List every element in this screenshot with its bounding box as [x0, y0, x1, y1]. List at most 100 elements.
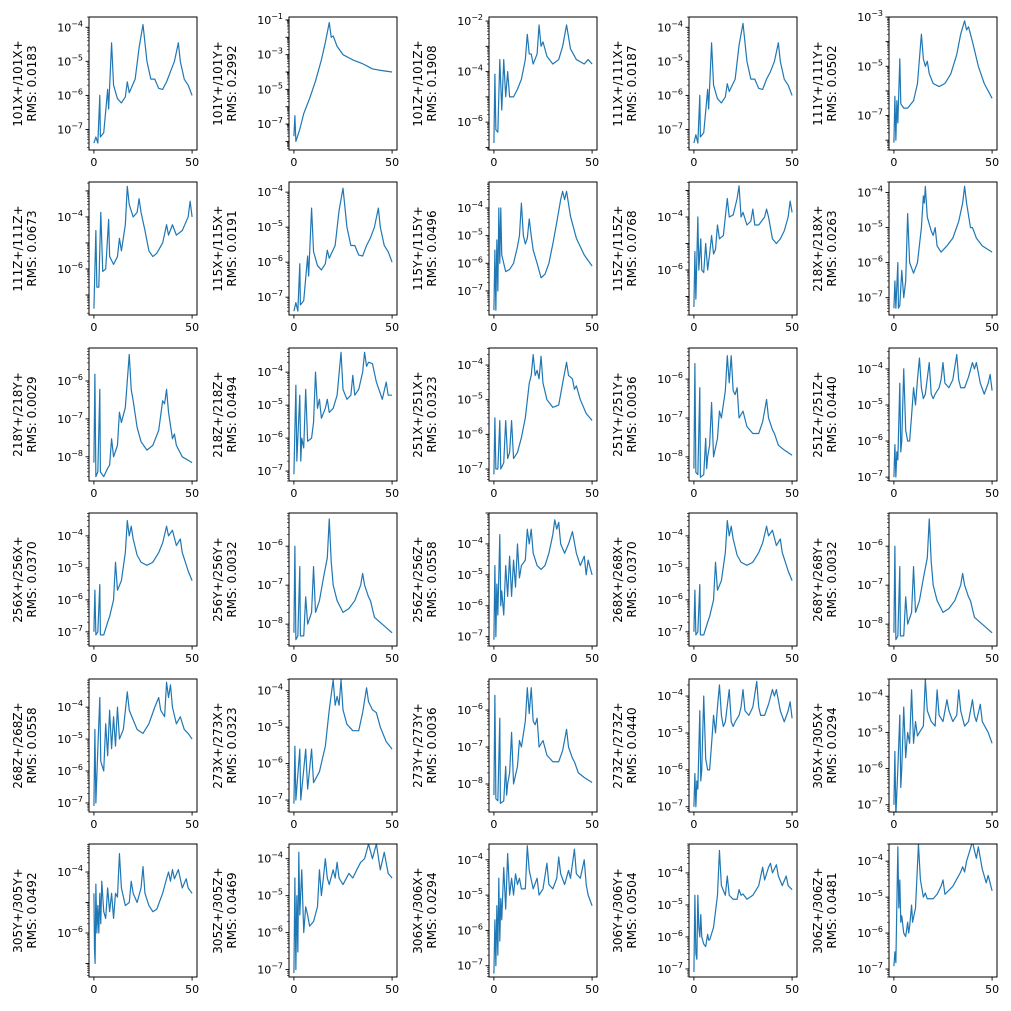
- series-line: [693, 355, 793, 478]
- x-tick-label: 0: [90, 487, 97, 500]
- y-tick-label: 10−5: [857, 58, 883, 73]
- rms-label: RMS: 0.0558: [25, 707, 39, 783]
- y-tick-label: 10−4: [657, 528, 683, 543]
- y-tick-label: 10−7: [657, 410, 683, 425]
- x-tick-label: 0: [890, 487, 897, 500]
- x-tick-label: 50: [585, 652, 599, 665]
- y-tick-label: 10−8: [457, 776, 483, 791]
- rms-label: RMS: 0.0673: [25, 210, 39, 286]
- x-tick-label: 0: [690, 652, 697, 665]
- y-tick-label: 10−6: [257, 254, 283, 269]
- x-tick-label: 0: [290, 983, 297, 996]
- y-tick-label: 10−7: [57, 795, 83, 810]
- x-tick-label: 0: [690, 487, 697, 500]
- x-tick-label: 50: [385, 652, 399, 665]
- y-tick-label: 10−7: [257, 962, 283, 977]
- rms-label: RMS: 0.0370: [625, 541, 639, 617]
- subplot: 10−4 10−6 0 50 305Y+/305Y+ RMS: 0.0492: [11, 843, 199, 996]
- x-tick-label: 50: [985, 156, 999, 169]
- rms-label: RMS: 0.2992: [225, 45, 239, 121]
- y-tick-label: 10−6: [657, 371, 683, 386]
- y-tick-label: 10−7: [457, 739, 483, 754]
- subplot: 10−3 10−5 10−7 0 50 111Y+/111Y+ RMS: 0.0502: [811, 9, 999, 169]
- x-tick-label: 50: [785, 818, 799, 831]
- series-line: [93, 23, 193, 144]
- axes-frame: [888, 678, 998, 813]
- y-tick-label: 10−6: [457, 598, 483, 613]
- y-tick-label: 10−5: [257, 219, 283, 234]
- y-axis-label: 251Z+/251Z+: [811, 371, 825, 457]
- subplot: 10−4 10−5 10−6 10−7 0 50 306Y+/306Y+ RMS: 0.050…: [611, 843, 799, 996]
- subplot: 10−4 10−5 10−6 10−7 0 50 251Z+/251Z+ RMS: 0.044…: [811, 347, 999, 500]
- y-axis-label: 115Z+/115Z+: [611, 205, 625, 291]
- y-axis-label: 101Y+/101Y+: [211, 41, 225, 126]
- axes-frame: [488, 181, 598, 316]
- x-tick-label: 50: [585, 818, 599, 831]
- y-tick-label: 10−4: [857, 688, 883, 703]
- x-tick-label: 0: [490, 487, 497, 500]
- y-tick-label: 10−5: [57, 731, 83, 746]
- x-tick-label: 0: [290, 156, 297, 169]
- x-tick-label: 0: [490, 321, 497, 334]
- series-line: [893, 518, 993, 641]
- y-axis-label: 218Y+/218Y+: [11, 372, 25, 457]
- subplot: 10−6 10−7 10−8 0 50 273Y+/273Y+ RMS: 0.0036: [411, 678, 599, 831]
- rms-label: RMS: 0.0323: [425, 376, 439, 452]
- y-tick-label: 10−5: [57, 560, 83, 575]
- y-tick-label: 10−7: [657, 799, 683, 814]
- y-tick-label: 10−7: [57, 624, 83, 639]
- y-tick-label: 10−5: [857, 889, 883, 904]
- axes-frame: [488, 347, 598, 482]
- x-tick-label: 50: [185, 818, 199, 831]
- rms-label: RMS: 0.0502: [825, 45, 839, 121]
- y-tick-label: 10−6: [257, 925, 283, 940]
- y-tick-label: 10−4: [257, 364, 283, 379]
- series-line: [493, 687, 593, 804]
- subplot: 10−4 10−5 10−6 10−7 0 50 111X+/111X+ RMS: 0.018…: [611, 16, 799, 169]
- series-line: [893, 20, 993, 143]
- series-line: [93, 681, 193, 807]
- y-tick-label: 10−7: [657, 961, 683, 976]
- axes-frame: [888, 181, 998, 316]
- subplot: 10−4 10−5 10−6 10−7 0 50 256X+/256X+ RMS: 0.037…: [11, 512, 199, 665]
- y-tick-label: 10−6: [57, 925, 83, 940]
- x-tick-label: 0: [890, 652, 897, 665]
- y-tick-label: 10−6: [657, 262, 683, 277]
- y-tick-label: 10−6: [857, 255, 883, 270]
- x-tick-label: 50: [785, 983, 799, 996]
- y-tick-label: 10−4: [457, 200, 483, 215]
- y-tick-label: 10−7: [857, 290, 883, 305]
- x-tick-label: 0: [690, 321, 697, 334]
- y-tick-label: 10−6: [257, 756, 283, 771]
- series-line: [293, 22, 393, 143]
- rms-label: RMS: 0.0440: [825, 376, 839, 452]
- y-tick-label: 10−7: [657, 624, 683, 639]
- x-tick-label: 0: [490, 652, 497, 665]
- y-tick-label: 10−6: [257, 538, 283, 553]
- series-line: [293, 679, 393, 804]
- x-tick-label: 50: [185, 652, 199, 665]
- y-tick-label: 10−6: [57, 373, 83, 388]
- y-tick-label: 10−1: [257, 12, 283, 27]
- series-line: [693, 22, 793, 144]
- y-tick-label: 10−7: [457, 461, 483, 476]
- series-line: [93, 353, 193, 478]
- x-tick-label: 50: [385, 321, 399, 334]
- y-tick-label: 10−7: [57, 121, 83, 136]
- series-line: [693, 680, 793, 808]
- x-tick-label: 0: [90, 156, 97, 169]
- x-tick-label: 0: [90, 321, 97, 334]
- series-line: [93, 853, 193, 965]
- rms-label: RMS: 0.0494: [225, 376, 239, 452]
- x-tick-label: 50: [585, 156, 599, 169]
- x-tick-label: 50: [585, 487, 599, 500]
- axes-frame: [888, 16, 998, 151]
- y-axis-label: 115Y+/115Y+: [411, 206, 425, 291]
- y-tick-label: 10−4: [57, 528, 83, 543]
- subplot: 10−6 10−7 10−8 0 50 256Y+/256Y+ RMS: 0.0032: [211, 512, 399, 665]
- rms-label: RMS: 0.0036: [425, 707, 439, 783]
- axes-frame: [888, 347, 998, 482]
- y-tick-label: 10−6: [57, 763, 83, 778]
- subplot: 10−4 10−5 10−6 10−7 0 50 306X+/306X+ RMS: 0.029…: [411, 843, 599, 996]
- rms-label: RMS: 0.1908: [425, 45, 439, 121]
